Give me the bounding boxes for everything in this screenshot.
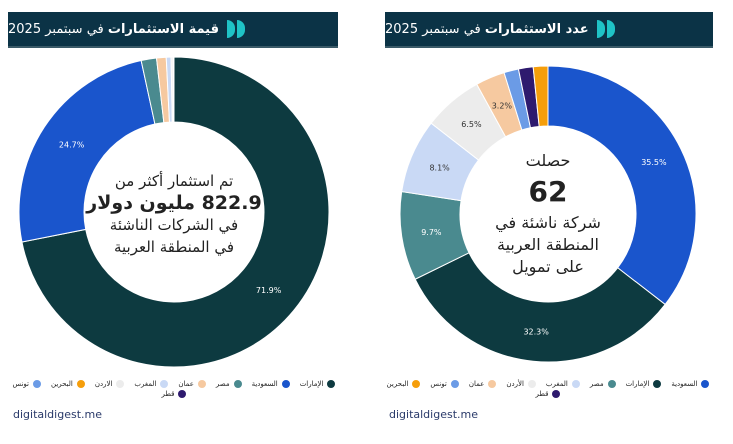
panel-header: عدد الاستثمارات في سبتمبر 2025 — [385, 12, 713, 48]
legend-label: السعودية — [251, 380, 278, 388]
legend-label: عمان — [468, 380, 485, 388]
legend-item[interactable]: عمان — [178, 380, 206, 388]
legend-item[interactable]: مصر — [216, 380, 242, 388]
slice-label: 35.5% — [641, 158, 667, 167]
legend-swatch — [607, 380, 616, 388]
panel-header: قيمة الاستثمارات في سبتمبر 2025 — [8, 12, 338, 48]
legend-swatch — [197, 380, 206, 388]
legend-label: مصر — [589, 380, 604, 388]
donut-slice — [547, 65, 697, 306]
legend-swatch — [450, 380, 459, 388]
legend-label: الإمارات — [625, 380, 650, 388]
legend-item[interactable]: تونس — [430, 380, 459, 388]
legend-item[interactable]: قطر — [536, 390, 561, 398]
legend-item[interactable]: تونس — [13, 380, 41, 388]
slice-label: 9.7% — [421, 228, 442, 237]
source-link[interactable]: digitaldigest.me — [389, 408, 478, 421]
slice-label: 8.1% — [429, 163, 450, 172]
panel-title: قيمة الاستثمارات في سبتمبر 2025 — [8, 21, 219, 37]
legend-item[interactable]: المغرب — [546, 380, 580, 388]
center-line: تم استثمار أكثر من — [114, 172, 234, 190]
donut-slice — [414, 252, 666, 363]
center-line: في الشركات الناشئة — [109, 216, 239, 234]
donut-slice — [21, 56, 330, 368]
legend-label: السعودية — [671, 380, 698, 388]
legend-swatch — [32, 380, 41, 388]
slice-label: 3.2% — [492, 101, 513, 110]
center-line: المنطقة العربية — [496, 235, 599, 254]
investment-count-panel: عدد الاستثمارات في سبتمبر 2025 35.5% 32.3… — [378, 0, 718, 444]
donut-slice — [172, 56, 175, 123]
center-big-value: 62 — [528, 175, 568, 208]
center-big-value: 822.9 مليون دولار — [86, 192, 262, 214]
legend-item[interactable]: الإمارات — [300, 380, 336, 388]
donut-slice — [532, 65, 549, 127]
brand-logo-icon — [226, 20, 245, 38]
chart-legend: السعودية الإمارات مصر المغرب الأردن عمان تونس ا… — [378, 380, 718, 398]
legend-label: المغرب — [134, 380, 157, 388]
source-link[interactable]: digitaldigest.me — [13, 408, 102, 421]
center-line: حصلت — [525, 151, 571, 170]
donut-slice — [18, 59, 156, 243]
legend-label: قطر — [535, 390, 549, 398]
legend-label: المغرب — [545, 380, 568, 388]
center-line: على تمويل — [512, 257, 584, 276]
legend-swatch — [701, 380, 710, 388]
legend-item[interactable]: السعودية — [252, 380, 290, 388]
legend-swatch — [281, 380, 290, 388]
legend-item[interactable]: المغرب — [134, 380, 169, 388]
legend-label: مصر — [215, 380, 230, 388]
legend-label: تونس — [430, 380, 447, 388]
count-donut-chart: 35.5% 32.3% 9.7% 8.1% 6.5% 3.2% — [399, 65, 697, 363]
legend-label: الاردن — [94, 380, 113, 388]
legend-swatch — [653, 380, 662, 388]
investment-value-panel: قيمة الاستثمارات في سبتمبر 2025 71.9% 24.… — [0, 0, 340, 444]
legend-item[interactable]: عمان — [469, 380, 497, 388]
chart-legend: الإمارات السعودية مصر عمان المغرب الاردن البحر… — [4, 380, 344, 398]
legend-label: عمان — [178, 380, 194, 388]
donut-center-text: تم استثمار أكثر من 822.9 مليون دولار في … — [74, 170, 274, 258]
legend-swatch — [116, 380, 125, 388]
legend-swatch — [412, 380, 421, 388]
legend-item[interactable]: الإمارات — [626, 380, 662, 388]
legend-item[interactable]: قطر — [162, 390, 187, 398]
legend-item[interactable]: البحرين — [51, 380, 85, 388]
center-line: في المنطقة العربية — [113, 238, 235, 256]
brand-logo-icon — [596, 20, 615, 38]
legend-item[interactable]: البحرين — [387, 380, 421, 388]
legend-swatch — [527, 380, 536, 388]
legend-swatch — [488, 380, 497, 388]
center-line: شركة ناشئة في — [495, 213, 601, 232]
legend-item[interactable]: مصر — [590, 380, 616, 388]
legend-swatch — [552, 390, 561, 398]
slice-label: 6.5% — [461, 120, 482, 129]
legend-item[interactable]: السعودية — [671, 380, 710, 388]
legend-label: قطر — [161, 390, 175, 398]
panel-title: عدد الاستثمارات في سبتمبر 2025 — [385, 21, 589, 37]
legend-swatch — [571, 380, 580, 388]
legend-label: الإمارات — [299, 380, 324, 388]
legend-swatch — [233, 380, 242, 388]
legend-label: البحرين — [50, 380, 73, 388]
legend-swatch — [160, 380, 169, 388]
legend-label: الأردن — [506, 380, 524, 388]
legend-label: البحرين — [386, 380, 409, 388]
slice-label: 71.9% — [256, 286, 282, 295]
donut-center-text: حصلت 62 شركة ناشئة في المنطقة العربية عل… — [448, 150, 648, 278]
legend-item[interactable]: الاردن — [95, 380, 125, 388]
legend-swatch — [327, 380, 336, 388]
legend-item[interactable]: الأردن — [506, 380, 536, 388]
slice-label: 32.3% — [523, 327, 549, 336]
value-donut-chart: 71.9% 24.7% — [18, 56, 330, 368]
legend-label: تونس — [12, 380, 29, 388]
legend-swatch — [178, 390, 187, 398]
slice-label: 24.7% — [59, 141, 85, 150]
legend-swatch — [76, 380, 85, 388]
